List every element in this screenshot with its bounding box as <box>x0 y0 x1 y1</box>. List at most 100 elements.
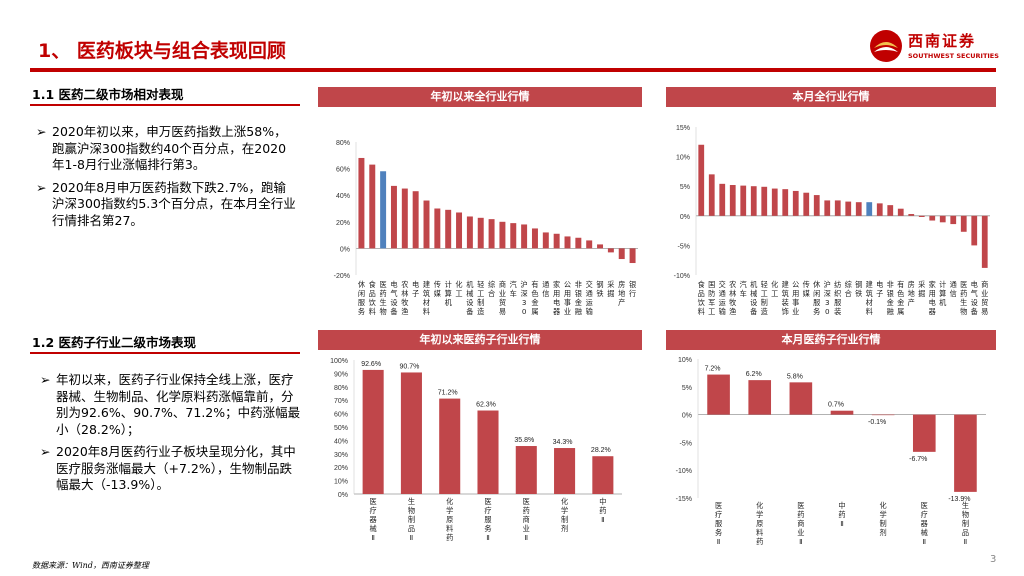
category-char: 原 <box>756 519 763 528</box>
category-char: 金 <box>887 298 894 307</box>
category-char: 渔 <box>401 307 408 316</box>
bar <box>908 214 915 216</box>
category-char: 房 <box>618 280 625 289</box>
category-label: 公用事业 <box>564 280 571 316</box>
category-label: 医疗器械 Ⅱ <box>370 497 377 542</box>
bar <box>531 228 538 249</box>
category-char: 物 <box>408 506 415 515</box>
category-char: 沪 <box>824 280 831 289</box>
bar <box>782 189 789 216</box>
category-label: 建筑材料 <box>866 280 873 316</box>
category-label: 采掘 <box>918 280 925 298</box>
bar <box>887 205 894 216</box>
bar <box>866 202 873 216</box>
header-rule <box>30 68 996 72</box>
category-char: 原 <box>446 515 453 524</box>
category-char: 学 <box>561 506 568 515</box>
bar <box>592 456 614 494</box>
category-char: 疗 <box>921 510 928 519</box>
bullet-text: 年初以来，医药子行业保持全线上涨，医疗器械、生物制品、化学原料药涨幅靠前，分别为… <box>56 372 301 437</box>
category-char: 料 <box>698 307 705 316</box>
category-label: 食品饮料 <box>369 280 377 316</box>
category-char: 3 <box>825 298 830 307</box>
category-char: 子 <box>412 289 419 298</box>
category-char: 料 <box>423 307 430 316</box>
category-char: 备 <box>390 307 397 316</box>
bar <box>897 208 904 216</box>
bar <box>912 414 936 452</box>
bar <box>708 174 715 216</box>
category-char: 备 <box>750 307 757 316</box>
category-label: 传媒 <box>434 280 441 298</box>
category-label: 有色金属 <box>897 280 904 316</box>
category-char: 材 <box>423 298 430 307</box>
category-char: 疗 <box>484 506 491 515</box>
category-char: 气 <box>390 289 397 298</box>
bullet-text: 2020年8月医药行业子板块呈现分化，其中医疗服务涨幅最大（+7.2%），生物制… <box>56 444 296 492</box>
bar <box>515 446 537 494</box>
y-tick-label: -5% <box>678 243 690 250</box>
y-tick-label: 15% <box>676 125 690 132</box>
data-label: 5.8% <box>787 373 803 380</box>
category-label: 化学原料药 <box>756 501 763 546</box>
chart-banner-ytd-industry: 年初以来全行业行情 <box>318 87 642 107</box>
category-label: 钢铁 <box>855 280 862 298</box>
category-char: 机 <box>466 280 474 289</box>
bullet-item: ➢ 年初以来，医药子行业保持全线上涨，医疗器械、生物制品、化学原料药涨幅靠前，分别… <box>40 372 302 438</box>
category-char: 纺 <box>834 280 841 289</box>
category-char: 军 <box>708 298 715 307</box>
category-label: 综合 <box>488 280 495 298</box>
category-char: 汽 <box>740 280 747 289</box>
category-char: 医 <box>797 501 804 510</box>
category-label: 电子 <box>412 280 419 298</box>
category-char: 融 <box>887 307 894 316</box>
category-char: 贸 <box>981 298 988 307</box>
y-tick-label: 50% <box>334 425 348 432</box>
category-char: 银 <box>887 289 894 298</box>
category-char: 学 <box>880 510 887 519</box>
category-label: 建筑装饰 <box>782 280 789 316</box>
category-char: 地 <box>908 289 915 298</box>
category-char: 服 <box>834 298 841 307</box>
category-char: 制 <box>477 298 484 307</box>
bar <box>521 224 528 249</box>
category-label: 医药生物 <box>960 280 967 316</box>
category-char: 综 <box>488 280 495 289</box>
category-char: 地 <box>618 289 625 298</box>
category-char: 建 <box>423 280 430 289</box>
category-char: 医 <box>370 497 377 506</box>
category-char: 贸 <box>499 298 506 307</box>
category-char: 剂 <box>880 528 887 537</box>
category-char: Ⅱ <box>964 537 968 546</box>
category-label: 食品饮料 <box>698 280 706 316</box>
category-char: 休 <box>813 280 821 289</box>
bar <box>629 248 636 264</box>
chart-ytd-industry-svg: -20%0%20%40%60%80%休闲服务食品饮料医药生物电气设备农林牧渔电子… <box>334 140 638 316</box>
category-char: 筑 <box>782 289 789 298</box>
category-label: 交通运输 <box>586 280 593 316</box>
category-char: 设 <box>971 298 978 307</box>
category-char: 电 <box>390 280 397 289</box>
bar <box>981 215 988 268</box>
bar <box>412 191 419 249</box>
logo-emblem-icon <box>870 30 902 62</box>
category-char: 医 <box>484 497 491 506</box>
bar <box>380 171 387 249</box>
bar <box>761 186 768 216</box>
category-char: 算 <box>445 289 452 298</box>
category-label: 计算机 <box>939 280 947 307</box>
category-label: 有色金属 <box>531 280 538 316</box>
category-char: 化 <box>880 501 887 510</box>
category-char: 易 <box>981 307 988 316</box>
category-char: 生 <box>962 501 969 510</box>
category-char: 械 <box>921 528 928 537</box>
category-char: 采 <box>918 280 925 289</box>
y-tick-label: 0% <box>682 413 692 420</box>
category-char: 学 <box>446 506 453 515</box>
y-tick-label: 0% <box>680 214 690 221</box>
category-char: 林 <box>401 289 408 298</box>
category-char: 交 <box>586 280 593 289</box>
category-char: 械 <box>466 289 473 298</box>
category-char: 融 <box>575 307 582 316</box>
bar <box>876 203 883 216</box>
